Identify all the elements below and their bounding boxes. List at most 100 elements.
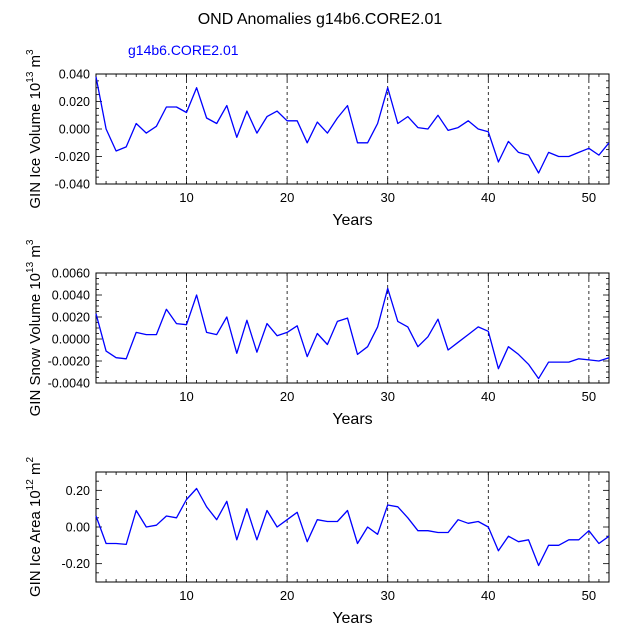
data-point: [165, 308, 167, 310]
data-point: [346, 104, 348, 106]
chart-panel-2: 10 20 30 40 50 -0.0040 -0.0020 0.0000 0.0020 0.00…: [25, 239, 610, 428]
data-point: [417, 529, 419, 531]
series-line: [95, 487, 610, 567]
data-point: [537, 564, 539, 566]
data-point: [356, 142, 358, 144]
data-point: [306, 540, 308, 542]
data-point: [457, 126, 459, 128]
x-tick-label: 40: [481, 389, 495, 404]
data-point: [266, 322, 268, 324]
y-tick-label: 0.000: [59, 123, 90, 137]
data-point: [447, 349, 449, 351]
data-point: [537, 377, 539, 379]
data-point: [276, 526, 278, 528]
data-point: [205, 117, 207, 119]
y-tick-label: -0.0020: [48, 355, 90, 369]
data-point: [578, 151, 580, 153]
data-point: [517, 151, 519, 153]
data-point: [306, 142, 308, 144]
plot-frame: [95, 471, 610, 583]
data-point: [135, 122, 137, 124]
data-point: [216, 333, 218, 335]
data-point: [226, 500, 228, 502]
data-point: [527, 539, 529, 541]
data-point: [387, 87, 389, 89]
data-point: [527, 363, 529, 365]
data-point: [346, 509, 348, 511]
data-point: [376, 533, 378, 535]
data-point: [175, 106, 177, 108]
legend-label: g14b6.CORE2.01: [128, 42, 239, 58]
y-tick-label: 0.040: [59, 68, 90, 82]
data-point: [608, 357, 610, 359]
data-point: [588, 147, 590, 149]
data-point: [326, 343, 328, 345]
data-point: [366, 526, 368, 528]
data-point: [326, 520, 328, 522]
data-point: [568, 155, 570, 157]
data-point: [608, 535, 610, 537]
y-axis-label: GIN Ice Volume 1013 m3: [25, 49, 44, 209]
x-tick-label: 10: [179, 190, 193, 205]
data-point: [115, 357, 117, 359]
data-point: [427, 529, 429, 531]
data-point: [437, 114, 439, 116]
data-point: [437, 531, 439, 533]
data-point: [467, 333, 469, 335]
data-point: [105, 542, 107, 544]
data-point: [336, 320, 338, 322]
data-point: [407, 326, 409, 328]
x-axis-label: Years: [332, 212, 372, 229]
data-point: [286, 518, 288, 520]
chart-panel-1: 10 20 30 40 50 -0.040 -0.020 0.000 0.020 0.040 Yea…: [25, 49, 610, 229]
data-point: [286, 120, 288, 122]
y-tick-label: -0.020: [55, 150, 90, 164]
series-line: [95, 287, 610, 380]
data-point: [145, 132, 147, 134]
data-point: [256, 132, 258, 134]
data-point: [326, 132, 328, 134]
data-point: [397, 122, 399, 124]
data-point: [205, 506, 207, 508]
data-point: [246, 319, 248, 321]
data-point: [95, 515, 97, 517]
data-point: [437, 318, 439, 320]
y-tick-label: -0.0040: [48, 377, 90, 391]
data-point: [447, 531, 449, 533]
data-point: [477, 128, 479, 130]
data-point: [185, 111, 187, 113]
data-point: [276, 110, 278, 112]
data-point: [517, 353, 519, 355]
y-tick-label: -0.040: [55, 178, 90, 192]
data-point: [467, 120, 469, 122]
data-point: [115, 150, 117, 152]
data-point: [487, 526, 489, 528]
x-tick-label: 20: [280, 190, 294, 205]
data-point: [558, 544, 560, 546]
data-point: [226, 104, 228, 106]
data-point: [497, 368, 499, 370]
data-point: [195, 294, 197, 296]
data-point: [487, 131, 489, 133]
y-tick-label: 0.20: [66, 484, 90, 498]
data-point: [165, 515, 167, 517]
data-point: [105, 128, 107, 130]
x-tick-label: 10: [179, 588, 193, 603]
x-axis-label: Years: [332, 411, 372, 428]
data-point: [387, 287, 389, 289]
y-tick-label: 0.020: [59, 95, 90, 109]
data-point: [588, 529, 590, 531]
series-line: [95, 76, 610, 174]
data-point: [226, 316, 228, 318]
data-point: [427, 128, 429, 130]
data-point: [135, 509, 137, 511]
data-point: [95, 313, 97, 315]
data-point: [417, 126, 419, 128]
data-point: [216, 518, 218, 520]
data-point: [155, 524, 157, 526]
data-point: [356, 542, 358, 544]
data-point: [558, 155, 560, 157]
data-point: [517, 540, 519, 542]
data-point: [195, 487, 197, 489]
x-tick-label: 10: [179, 389, 193, 404]
